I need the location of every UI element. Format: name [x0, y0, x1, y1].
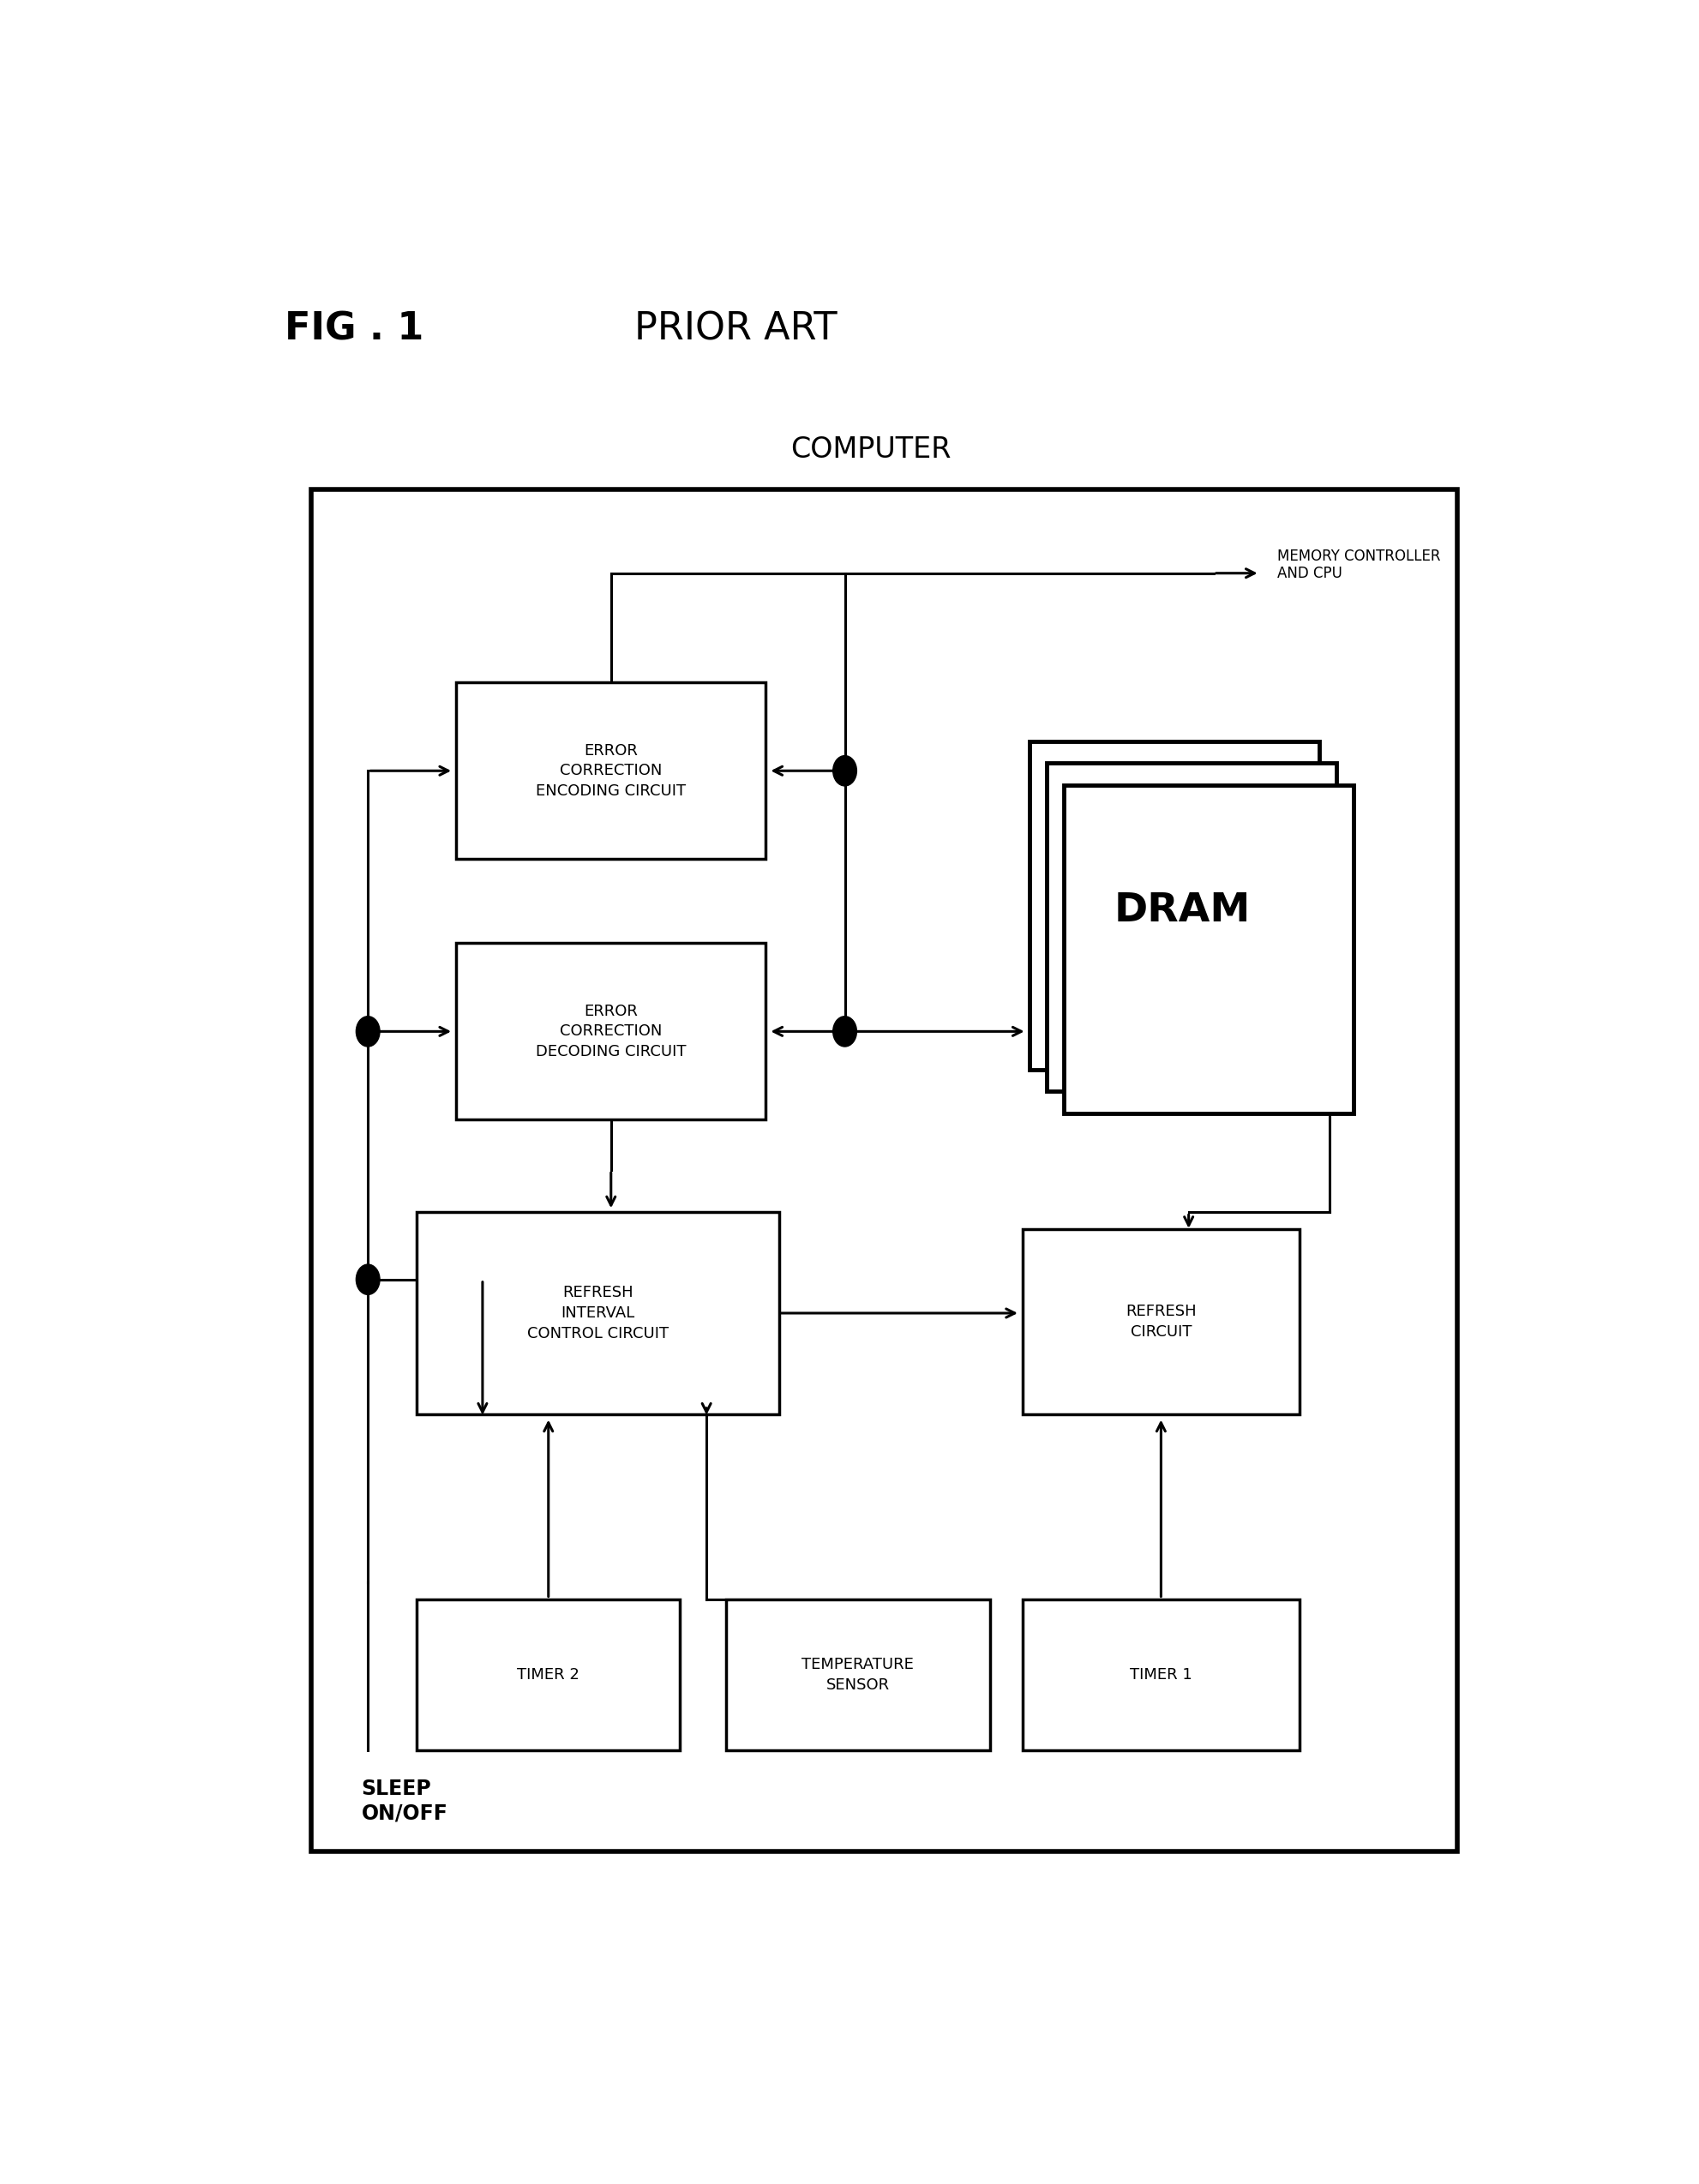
Text: SLEEP
ON/OFF: SLEEP ON/OFF — [362, 1780, 447, 1824]
Bar — [1064, 784, 1352, 1114]
Circle shape — [355, 1265, 379, 1295]
Bar — [416, 1599, 680, 1749]
Text: MEMORY CONTROLLER
AND CPU: MEMORY CONTROLLER AND CPU — [1276, 548, 1439, 581]
Text: ERROR
CORRECTION
DECODING CIRCUIT: ERROR CORRECTION DECODING CIRCUIT — [535, 1002, 686, 1059]
Bar — [725, 1599, 989, 1749]
Text: COMPUTER: COMPUTER — [790, 435, 951, 463]
Text: TEMPERATURE
SENSOR: TEMPERATURE SENSOR — [802, 1658, 914, 1693]
Text: PRIOR ART: PRIOR ART — [634, 310, 836, 347]
Bar — [416, 1212, 778, 1413]
Circle shape — [355, 1016, 379, 1046]
Bar — [311, 489, 1456, 1852]
Text: TIMER 2: TIMER 2 — [516, 1666, 579, 1682]
Text: TIMER 1: TIMER 1 — [1130, 1666, 1191, 1682]
Bar — [1028, 740, 1318, 1070]
Bar — [1023, 1599, 1298, 1749]
Bar — [455, 681, 765, 858]
Circle shape — [833, 1016, 856, 1046]
Text: REFRESH
INTERVAL
CONTROL CIRCUIT: REFRESH INTERVAL CONTROL CIRCUIT — [527, 1284, 668, 1341]
Text: DRAM: DRAM — [1113, 891, 1250, 930]
Bar — [1023, 1230, 1298, 1413]
Circle shape — [833, 756, 856, 786]
Text: REFRESH
CIRCUIT: REFRESH CIRCUIT — [1125, 1304, 1196, 1339]
Text: FIG . 1: FIG . 1 — [285, 310, 425, 347]
Bar — [455, 943, 765, 1120]
Text: ERROR
CORRECTION
ENCODING CIRCUIT: ERROR CORRECTION ENCODING CIRCUIT — [535, 743, 686, 799]
Bar — [1047, 762, 1335, 1092]
